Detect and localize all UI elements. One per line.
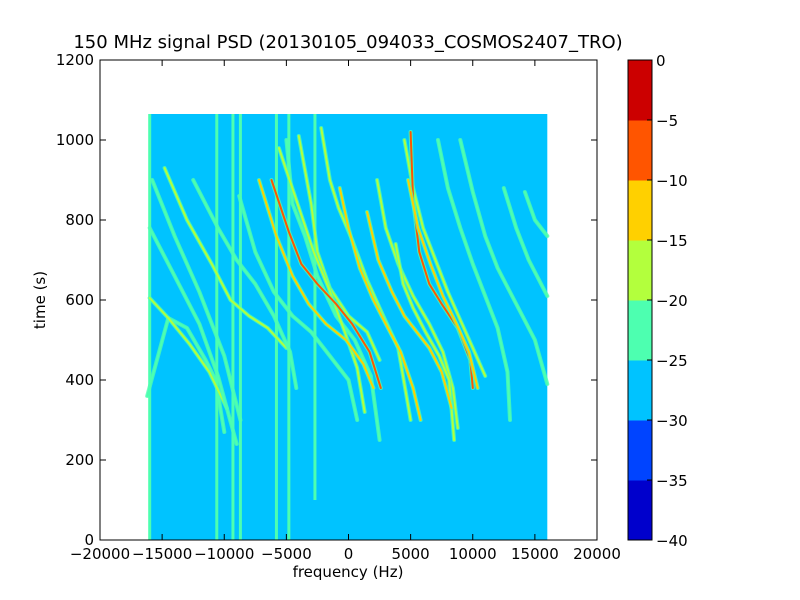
colorbar-tick-label: −40	[656, 532, 688, 550]
track-4	[163, 167, 288, 349]
doppler-tracks	[145, 126, 550, 446]
colorbar-tick-label: −25	[656, 352, 688, 370]
data-region	[149, 114, 548, 540]
colorbar-tick-label: −30	[656, 412, 688, 430]
x-axis-label: frequency (Hz)	[293, 563, 404, 581]
x-axis-ticks: −20000 −15000 −10000 −5000 0 5000 10000 15000 20…	[70, 60, 621, 563]
colorbar-tick-label: 0	[656, 52, 666, 70]
colorbar-tick-label: −20	[656, 292, 688, 310]
colorbar-segment-7	[628, 60, 652, 121]
colorbar-segment-4	[628, 240, 652, 301]
colorbar-tick-label: −5	[656, 112, 678, 130]
x-tick-label: −5000	[261, 545, 312, 563]
colorbar-segment-5	[628, 180, 652, 241]
y-tick-label: 200	[65, 451, 94, 469]
colorbar: −40 −35 −30 −25 −20 −15 −10 −5 0	[627, 52, 688, 550]
x-tick-label: −10000	[194, 545, 254, 563]
colorbar-segment-2	[628, 360, 652, 421]
x-tick-label: 0	[344, 545, 354, 563]
colorbar-tick-label: −15	[656, 232, 688, 250]
colorbar-segment-3	[628, 300, 652, 361]
y-axis-label: time (s)	[31, 271, 49, 329]
track-22	[394, 243, 456, 441]
track-19	[459, 139, 549, 385]
colorbar-segment-6	[628, 120, 652, 181]
x-tick-label: 20000	[573, 545, 621, 563]
track-12	[270, 179, 382, 389]
x-tick-label: −20000	[70, 545, 130, 563]
x-tick-label: 5000	[392, 545, 430, 563]
x-tick-label: 10000	[449, 545, 497, 563]
y-tick-label: 1000	[56, 131, 94, 149]
track-20	[502, 187, 549, 297]
x-tick-label: −15000	[132, 545, 192, 563]
colorbar-tick-label: −10	[656, 172, 688, 190]
colorbar-tick-label: −35	[656, 472, 688, 490]
colorbar-segment-0	[628, 480, 652, 541]
track-5	[192, 179, 298, 389]
track-18	[437, 139, 511, 421]
track-1	[148, 297, 228, 409]
track-3	[151, 179, 242, 421]
track-23	[366, 211, 453, 409]
colorbar-segment-1	[628, 420, 652, 481]
plot-area: −20000 −15000 −10000 −5000 0 5000 10000 15000 20…	[56, 51, 621, 563]
y-tick-label: 800	[65, 211, 94, 229]
track-21	[523, 191, 549, 237]
track-6	[238, 195, 359, 421]
track-9	[277, 147, 366, 413]
y-tick-label: 600	[65, 291, 94, 309]
y-axis-ticks: 0 200 400 600 800 1000 1200	[56, 51, 597, 549]
x-tick-label: 15000	[511, 545, 559, 563]
y-tick-label: 1200	[56, 51, 94, 69]
track-13	[338, 187, 422, 421]
track-11	[258, 179, 375, 389]
y-tick-label: 0	[84, 531, 94, 549]
track-17	[407, 179, 479, 389]
track-2	[148, 227, 238, 445]
y-tick-label: 400	[65, 371, 94, 389]
chart-title: 150 MHz signal PSD (20130105_094033_COSM…	[73, 32, 622, 53]
